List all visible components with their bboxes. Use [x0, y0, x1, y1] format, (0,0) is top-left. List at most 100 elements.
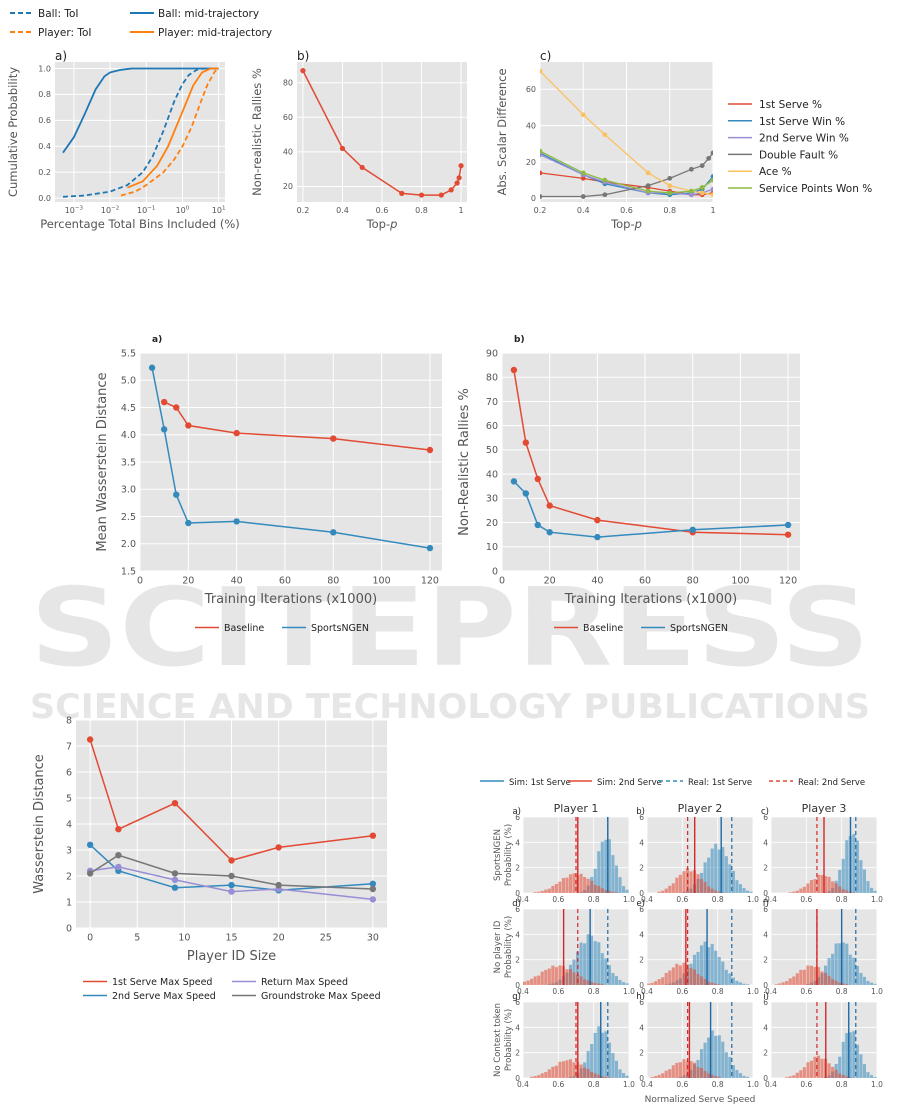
- hist-bar-second-serve: [561, 878, 565, 893]
- series-group: [540, 68, 713, 199]
- data-point: [115, 852, 122, 859]
- hist-bar-first-serve: [838, 1056, 842, 1078]
- hist-bar-second-serve: [682, 962, 686, 985]
- y-tick-label: 60: [486, 421, 498, 432]
- hist-bar-second-serve: [547, 968, 551, 985]
- hist-bar-second-serve: [586, 980, 590, 985]
- x-tick-label: 5: [134, 933, 140, 944]
- y-tick-label: 6: [763, 813, 768, 822]
- hist-bar-second-serve: [678, 874, 682, 893]
- hist-bar-first-serve: [873, 890, 877, 893]
- row-label: Probability (%): [504, 1009, 514, 1071]
- y-tick-label: 0: [763, 889, 768, 898]
- chart-fig1a: 10−3 10−2 10−1 100 101 0.0 0.2 0.4 0.6 0.8 1.0 Perc…: [6, 49, 240, 231]
- data-point: [86, 841, 94, 848]
- hist-bar-second-serve: [781, 982, 785, 985]
- legend-item-label: 1st Serve Max Speed: [112, 977, 212, 988]
- hist-bar-first-serve: [572, 959, 576, 985]
- hist-bar-second-serve: [661, 890, 665, 893]
- x-tick-label: 120: [421, 576, 439, 587]
- hist-bar-second-serve: [554, 1065, 558, 1078]
- y-tick-label: 2: [639, 956, 644, 965]
- hist-bar-second-serve: [685, 1060, 689, 1078]
- x-tick-label: 0.6: [676, 1080, 688, 1089]
- legend-item-label: Baseline: [583, 623, 623, 634]
- data-point: [115, 826, 122, 833]
- hist-bar-first-serve: [869, 887, 874, 893]
- column-title: Player 1: [554, 802, 599, 815]
- series-line-3: [89, 866, 373, 901]
- data-point: [784, 531, 792, 538]
- hist-bar-second-serve: [841, 1074, 845, 1078]
- hist-bar-first-serve: [579, 942, 583, 985]
- hist-bar-second-serve: [696, 1066, 700, 1078]
- hist-bar-second-serve: [824, 973, 828, 985]
- x-tick-label: 100: [373, 576, 391, 587]
- hist-bar-second-serve: [586, 878, 590, 893]
- x-tick-label: 0.4: [517, 987, 529, 996]
- series-line-1: [302, 70, 462, 196]
- x-tick-label: 1.0: [871, 987, 883, 996]
- data-point: [438, 192, 444, 198]
- y-tick-label: 0.2: [38, 168, 51, 177]
- y-axis-label: Abs. Scalar Difference: [495, 68, 509, 195]
- hist-bar-first-serve: [703, 862, 707, 893]
- hist-bar-first-serve: [717, 956, 721, 985]
- hist-bar-second-serve: [788, 892, 792, 893]
- data-point: [171, 876, 179, 884]
- hist-bar-first-serve: [735, 880, 739, 893]
- hist-bar-first-serve: [618, 979, 622, 985]
- legend-item-label: Baseline: [224, 623, 264, 634]
- y-tick-label: 2.5: [121, 512, 136, 523]
- data-point: [602, 177, 608, 183]
- hist-bar-first-serve: [625, 983, 629, 985]
- legend-item-label: Ball: ToI: [38, 8, 79, 20]
- hist-bar-second-serve: [795, 973, 799, 985]
- hist-bar-second-serve: [816, 967, 821, 985]
- y-tick-label: 0.8: [38, 90, 51, 99]
- hist-bar-first-serve: [845, 1033, 849, 1078]
- data-point: [233, 429, 240, 437]
- series-line-2: [120, 67, 220, 197]
- y-tick-label: 90: [486, 348, 498, 359]
- hist-bar-first-serve: [703, 1042, 707, 1078]
- hist-bar-first-serve: [738, 884, 742, 893]
- y-tick-label: 0: [515, 889, 520, 898]
- hist-bar-second-serve: [565, 877, 569, 893]
- hist-bar-first-serve: [700, 945, 704, 985]
- hist-bar-second-serve: [579, 1064, 583, 1078]
- chart-fig2a: 0 20 40 60 80 100 120 1.5 2.0 2.5 3.0 3.5 4.0 4.5 5.0 5…: [95, 335, 442, 607]
- hist-bar-second-serve: [678, 1062, 682, 1078]
- y-tick-label: 2: [763, 864, 768, 873]
- hist-bar-second-serve: [558, 881, 562, 893]
- data-point: [540, 68, 543, 74]
- y-axis-label: Cumulative Probability: [6, 67, 20, 197]
- hist-bar-second-serve: [558, 965, 562, 985]
- x-tick-label: 0.4: [517, 895, 529, 904]
- hist-bar-second-serve: [583, 1067, 587, 1078]
- hist-bar-first-serve: [838, 869, 842, 893]
- legend-item-label: 1st Serve %: [759, 99, 822, 111]
- hist-bar-second-serve: [671, 967, 675, 985]
- data-point: [185, 422, 192, 429]
- hist-bar-first-serve: [749, 891, 753, 893]
- hist-bar-second-serve: [827, 1063, 831, 1078]
- x-tick-label: 1.0: [871, 895, 883, 904]
- panel-label: a): [512, 807, 521, 817]
- data-point: [275, 844, 282, 851]
- hist-bar-first-serve: [745, 1076, 750, 1078]
- legend-fig1a: Ball: ToI Player: ToI Ball: mid-trajectory…: [10, 8, 272, 39]
- hist-bar-first-serve: [841, 858, 845, 893]
- x-tick-label: 0.8: [712, 987, 724, 996]
- hist-panel: i) 0 2 4 6 0.4 0.6 0.8 1.0: [763, 992, 883, 1089]
- hist-bar-second-serve: [657, 979, 661, 985]
- hist-bar-second-serve: [554, 883, 558, 893]
- y-tick-label: 4: [66, 819, 72, 830]
- hist-bar-second-serve: [785, 1077, 789, 1078]
- data-point: [540, 148, 543, 154]
- hist-bar-first-serve: [583, 943, 587, 985]
- hist-bar-second-serve: [604, 889, 608, 893]
- x-tick-label: 101: [212, 205, 226, 215]
- hist-bar-second-serve: [544, 889, 548, 893]
- data-point: [86, 870, 94, 877]
